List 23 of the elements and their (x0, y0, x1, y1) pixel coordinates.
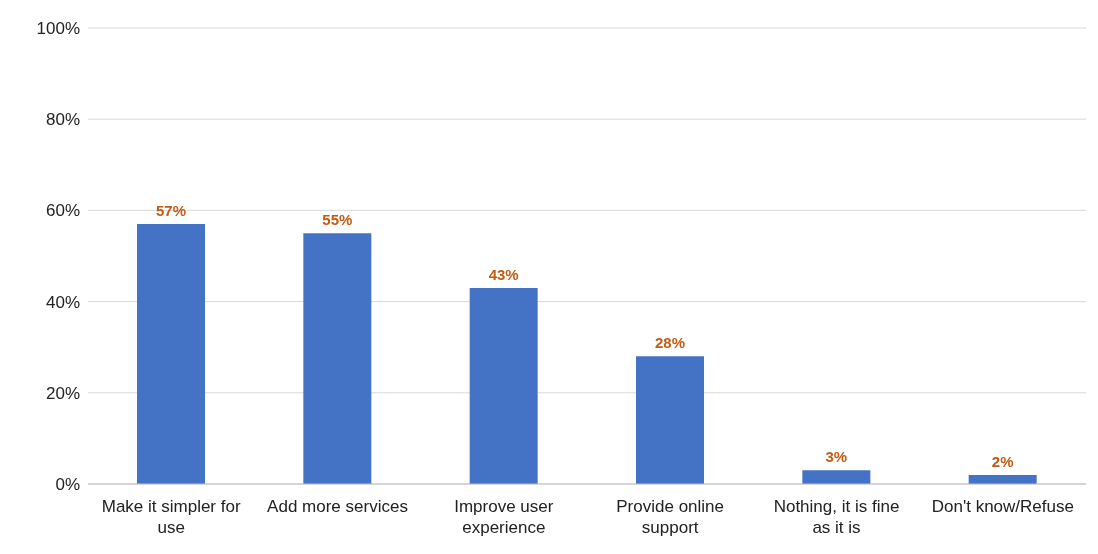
x-tick-label: Don't know/Refuse (931, 497, 1074, 516)
bar (802, 470, 871, 484)
x-tick-label: Improve user experience (454, 497, 554, 537)
bar (303, 233, 372, 484)
bar (469, 287, 538, 484)
bar (137, 224, 205, 484)
y-tick-label: 80% (45, 110, 80, 130)
data-label: 2% (991, 452, 1014, 470)
data-label: 3% (825, 448, 848, 466)
x-tick-label: Nothing, it is fine as it is (773, 497, 900, 537)
data-label: 43% (488, 265, 519, 283)
data-label: 57% (155, 202, 187, 220)
x-tick-label: Make it simpler for use (101, 497, 241, 537)
y-tick-label: 20% (45, 383, 80, 403)
data-label: 28% (654, 334, 686, 352)
y-tick-label: 100% (36, 19, 80, 39)
bar (636, 356, 704, 484)
x-tick-label: Provide online support (616, 497, 725, 537)
y-tick-label: 0% (55, 475, 80, 495)
x-tick-label: Add more services (267, 497, 408, 516)
y-tick-label: 60% (45, 201, 80, 221)
data-label: 55% (322, 211, 353, 229)
y-tick-label: 40% (45, 292, 80, 312)
